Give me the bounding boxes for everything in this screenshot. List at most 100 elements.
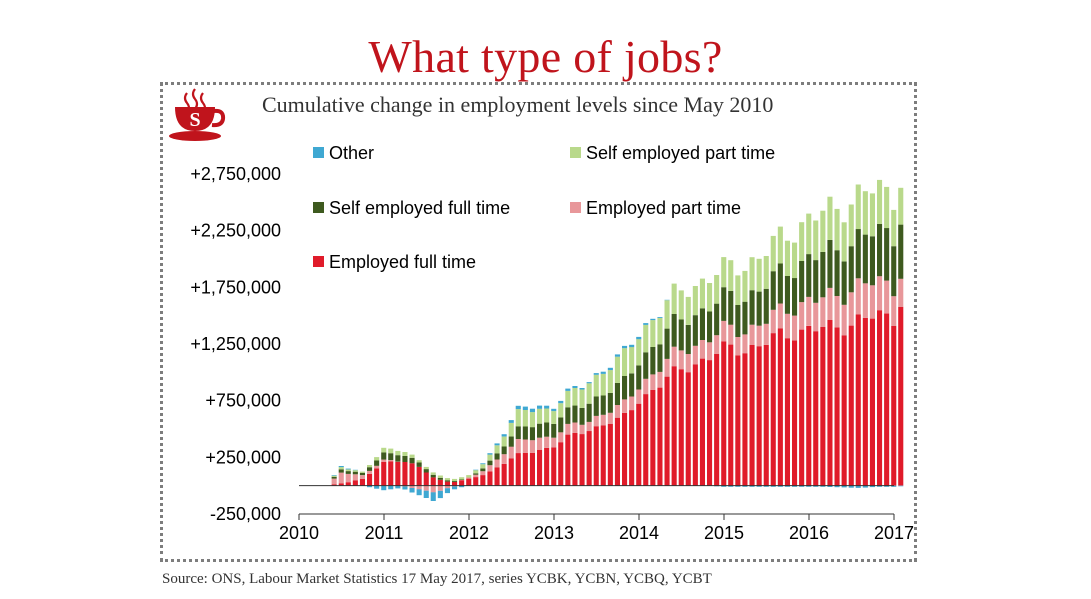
bar-oth	[494, 443, 500, 446]
logo-letter: S	[189, 109, 200, 131]
bar-spt	[501, 436, 507, 447]
bar-ept	[352, 474, 358, 481]
bar-spt	[452, 478, 458, 481]
bar-ept	[473, 474, 479, 478]
bar-spt	[784, 240, 790, 276]
bar-ept	[869, 285, 875, 319]
bar-eft	[777, 328, 783, 486]
bar-ept	[416, 485, 422, 490]
bar-oth	[508, 420, 514, 423]
bar-oth	[827, 485, 833, 487]
bar-sft	[586, 403, 592, 422]
bar-eft	[834, 327, 840, 486]
bar-eft	[898, 306, 904, 486]
bar-eft	[643, 394, 649, 486]
bar-oth	[728, 485, 734, 487]
bar-spt	[537, 408, 543, 424]
bar-ept	[579, 424, 585, 434]
bar-oth	[501, 434, 507, 437]
bar-eft	[522, 452, 528, 486]
bar-ept	[806, 296, 812, 326]
bar-oth	[402, 486, 408, 490]
bar-eft	[338, 483, 344, 486]
bar-eft	[799, 329, 805, 486]
bar-sft	[685, 324, 691, 354]
bar-sft	[501, 446, 507, 455]
bar-oth	[749, 485, 755, 487]
bar-ept	[770, 309, 776, 334]
bars-layer	[331, 179, 904, 501]
bar-sft	[607, 392, 613, 413]
bar-spt	[437, 475, 443, 478]
bar-ept	[714, 335, 720, 354]
bar-eft	[806, 325, 812, 486]
bar-sft	[792, 278, 798, 316]
bar-eft	[636, 403, 642, 486]
bar-sft	[848, 246, 854, 293]
bar-eft	[430, 477, 436, 486]
legend-swatch-ept	[570, 202, 581, 213]
bar-eft	[515, 453, 521, 486]
bar-ept	[664, 359, 670, 377]
bar-oth	[473, 469, 479, 471]
bar-oth	[877, 485, 883, 487]
bar-oth	[770, 485, 776, 487]
bar-eft	[579, 434, 585, 486]
bar-spt	[515, 409, 521, 427]
bar-sft	[742, 301, 748, 335]
bar-oth	[657, 317, 663, 318]
coffee-cup-logo-icon: S	[169, 88, 226, 141]
y-tick-label: +2,250,000	[190, 221, 281, 241]
bar-eft	[416, 467, 422, 486]
bar-eft	[331, 484, 337, 486]
x-axis-ticks: 2010 2011 2012 2013 2014 2015 2016 2017	[279, 514, 914, 543]
bar-sft	[437, 477, 443, 480]
bar-spt	[402, 452, 408, 456]
bar-sft	[629, 373, 635, 397]
bar-eft	[763, 344, 769, 486]
source-note: Source: ONS, Labour Market Statistics 17…	[162, 571, 712, 587]
bar-eft	[664, 376, 670, 486]
bar-spt	[834, 208, 840, 251]
bar-sft	[614, 382, 620, 405]
bar-eft	[374, 468, 380, 486]
bar-spt	[508, 422, 514, 437]
bar-spt	[600, 373, 606, 396]
bar-sft	[423, 469, 429, 473]
bar-sft	[508, 436, 514, 447]
bar-eft	[884, 313, 890, 486]
bar-spt	[735, 275, 741, 305]
bar-ept	[728, 324, 734, 345]
bar-sft	[352, 471, 358, 475]
bar-oth	[629, 344, 635, 348]
bar-sft	[515, 426, 521, 439]
legend-swatch-spt	[570, 147, 581, 158]
bar-eft	[827, 319, 833, 486]
bar-ept	[388, 460, 394, 462]
bar-spt	[572, 388, 578, 406]
bar-spt	[721, 257, 727, 288]
bar-oth	[565, 388, 571, 391]
bar-sft	[884, 228, 890, 281]
bar-spt	[487, 454, 493, 461]
legend-swatch-oth	[313, 147, 324, 158]
x-tick-label: 2010	[279, 523, 319, 543]
bar-oth	[898, 485, 904, 487]
bar-sft	[692, 315, 698, 346]
bar-spt	[395, 450, 401, 456]
bar-sft	[544, 422, 550, 437]
bar-oth	[777, 485, 783, 487]
bar-eft	[551, 447, 557, 486]
bar-sft	[827, 239, 833, 288]
x-tick-label: 2011	[365, 523, 404, 543]
bar-spt	[742, 270, 748, 302]
bar-sft	[409, 457, 415, 464]
bar-sft	[862, 234, 868, 284]
legend-swatch-sft	[313, 202, 324, 213]
bar-sft	[430, 474, 436, 478]
bar-eft	[657, 387, 663, 486]
bar-oth	[593, 373, 599, 375]
y-tick-label: +1,750,000	[190, 277, 281, 297]
bar-eft	[792, 340, 798, 486]
bar-sft	[664, 328, 670, 359]
